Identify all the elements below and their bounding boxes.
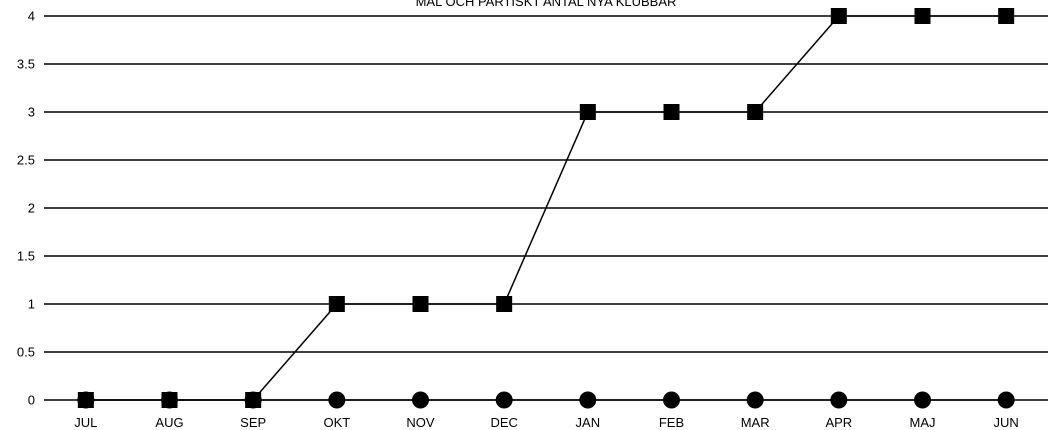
x-tick-label: DEC [490, 415, 517, 430]
x-axis-tick-labels: JUL AUG SEP OKT NOV DEC JAN FEB MAR APR MAJ JUN [74, 415, 1019, 430]
x-tick-label: FEB [659, 415, 684, 430]
data-point-square [747, 104, 764, 120]
x-tick-label: MAJ [910, 415, 936, 430]
y-tick-label: 0.5 [17, 345, 35, 360]
data-point-circle [495, 391, 513, 409]
y-tick-label: 3.5 [17, 57, 35, 72]
series-square-markers [77, 8, 1015, 408]
data-point-circle [579, 391, 597, 409]
y-tick-label: 0 [28, 393, 35, 408]
data-point-square [830, 8, 847, 24]
data-point-circle [997, 391, 1015, 409]
y-tick-label: 3 [28, 105, 35, 120]
data-point-square [579, 104, 596, 120]
y-axis-tick-labels: 0 0.5 1 1.5 2 2.5 3 3.5 4 [17, 9, 35, 408]
series-line [85, 15, 1007, 401]
x-tick-label: SEP [240, 415, 266, 430]
data-point-circle [328, 391, 346, 409]
data-point-square [496, 296, 513, 312]
x-tick-label: JUL [74, 415, 97, 430]
series-layer [77, 8, 1015, 409]
data-point-square [998, 8, 1015, 24]
y-tick-label: 1.5 [17, 249, 35, 264]
data-point-square [412, 296, 429, 312]
data-point-square [77, 392, 94, 408]
data-point-square [328, 296, 345, 312]
chart-title: MÅL OCH PARTISKT ANTAL NYA KLUBBAR [416, 0, 677, 9]
data-point-square [245, 392, 262, 408]
data-point-circle [746, 391, 764, 409]
x-tick-label: APR [825, 415, 852, 430]
x-tick-label: MAR [741, 415, 770, 430]
data-point-circle [830, 391, 848, 409]
data-point-circle [663, 391, 680, 409]
y-tick-label: 1 [28, 297, 35, 312]
data-point-square [663, 104, 680, 120]
x-tick-label: OKT [323, 415, 350, 430]
y-tick-label: 4 [28, 9, 35, 24]
y-tick-label: 2 [28, 201, 35, 216]
x-tick-label: AUG [155, 415, 183, 430]
data-point-circle [412, 391, 429, 409]
x-tick-label: NOV [406, 415, 435, 430]
x-tick-label: JAN [576, 415, 601, 430]
data-point-square [914, 8, 931, 24]
data-point-circle [914, 391, 931, 409]
data-point-square [161, 392, 178, 408]
y-tick-label: 2.5 [17, 153, 35, 168]
x-tick-label: JUN [994, 415, 1019, 430]
